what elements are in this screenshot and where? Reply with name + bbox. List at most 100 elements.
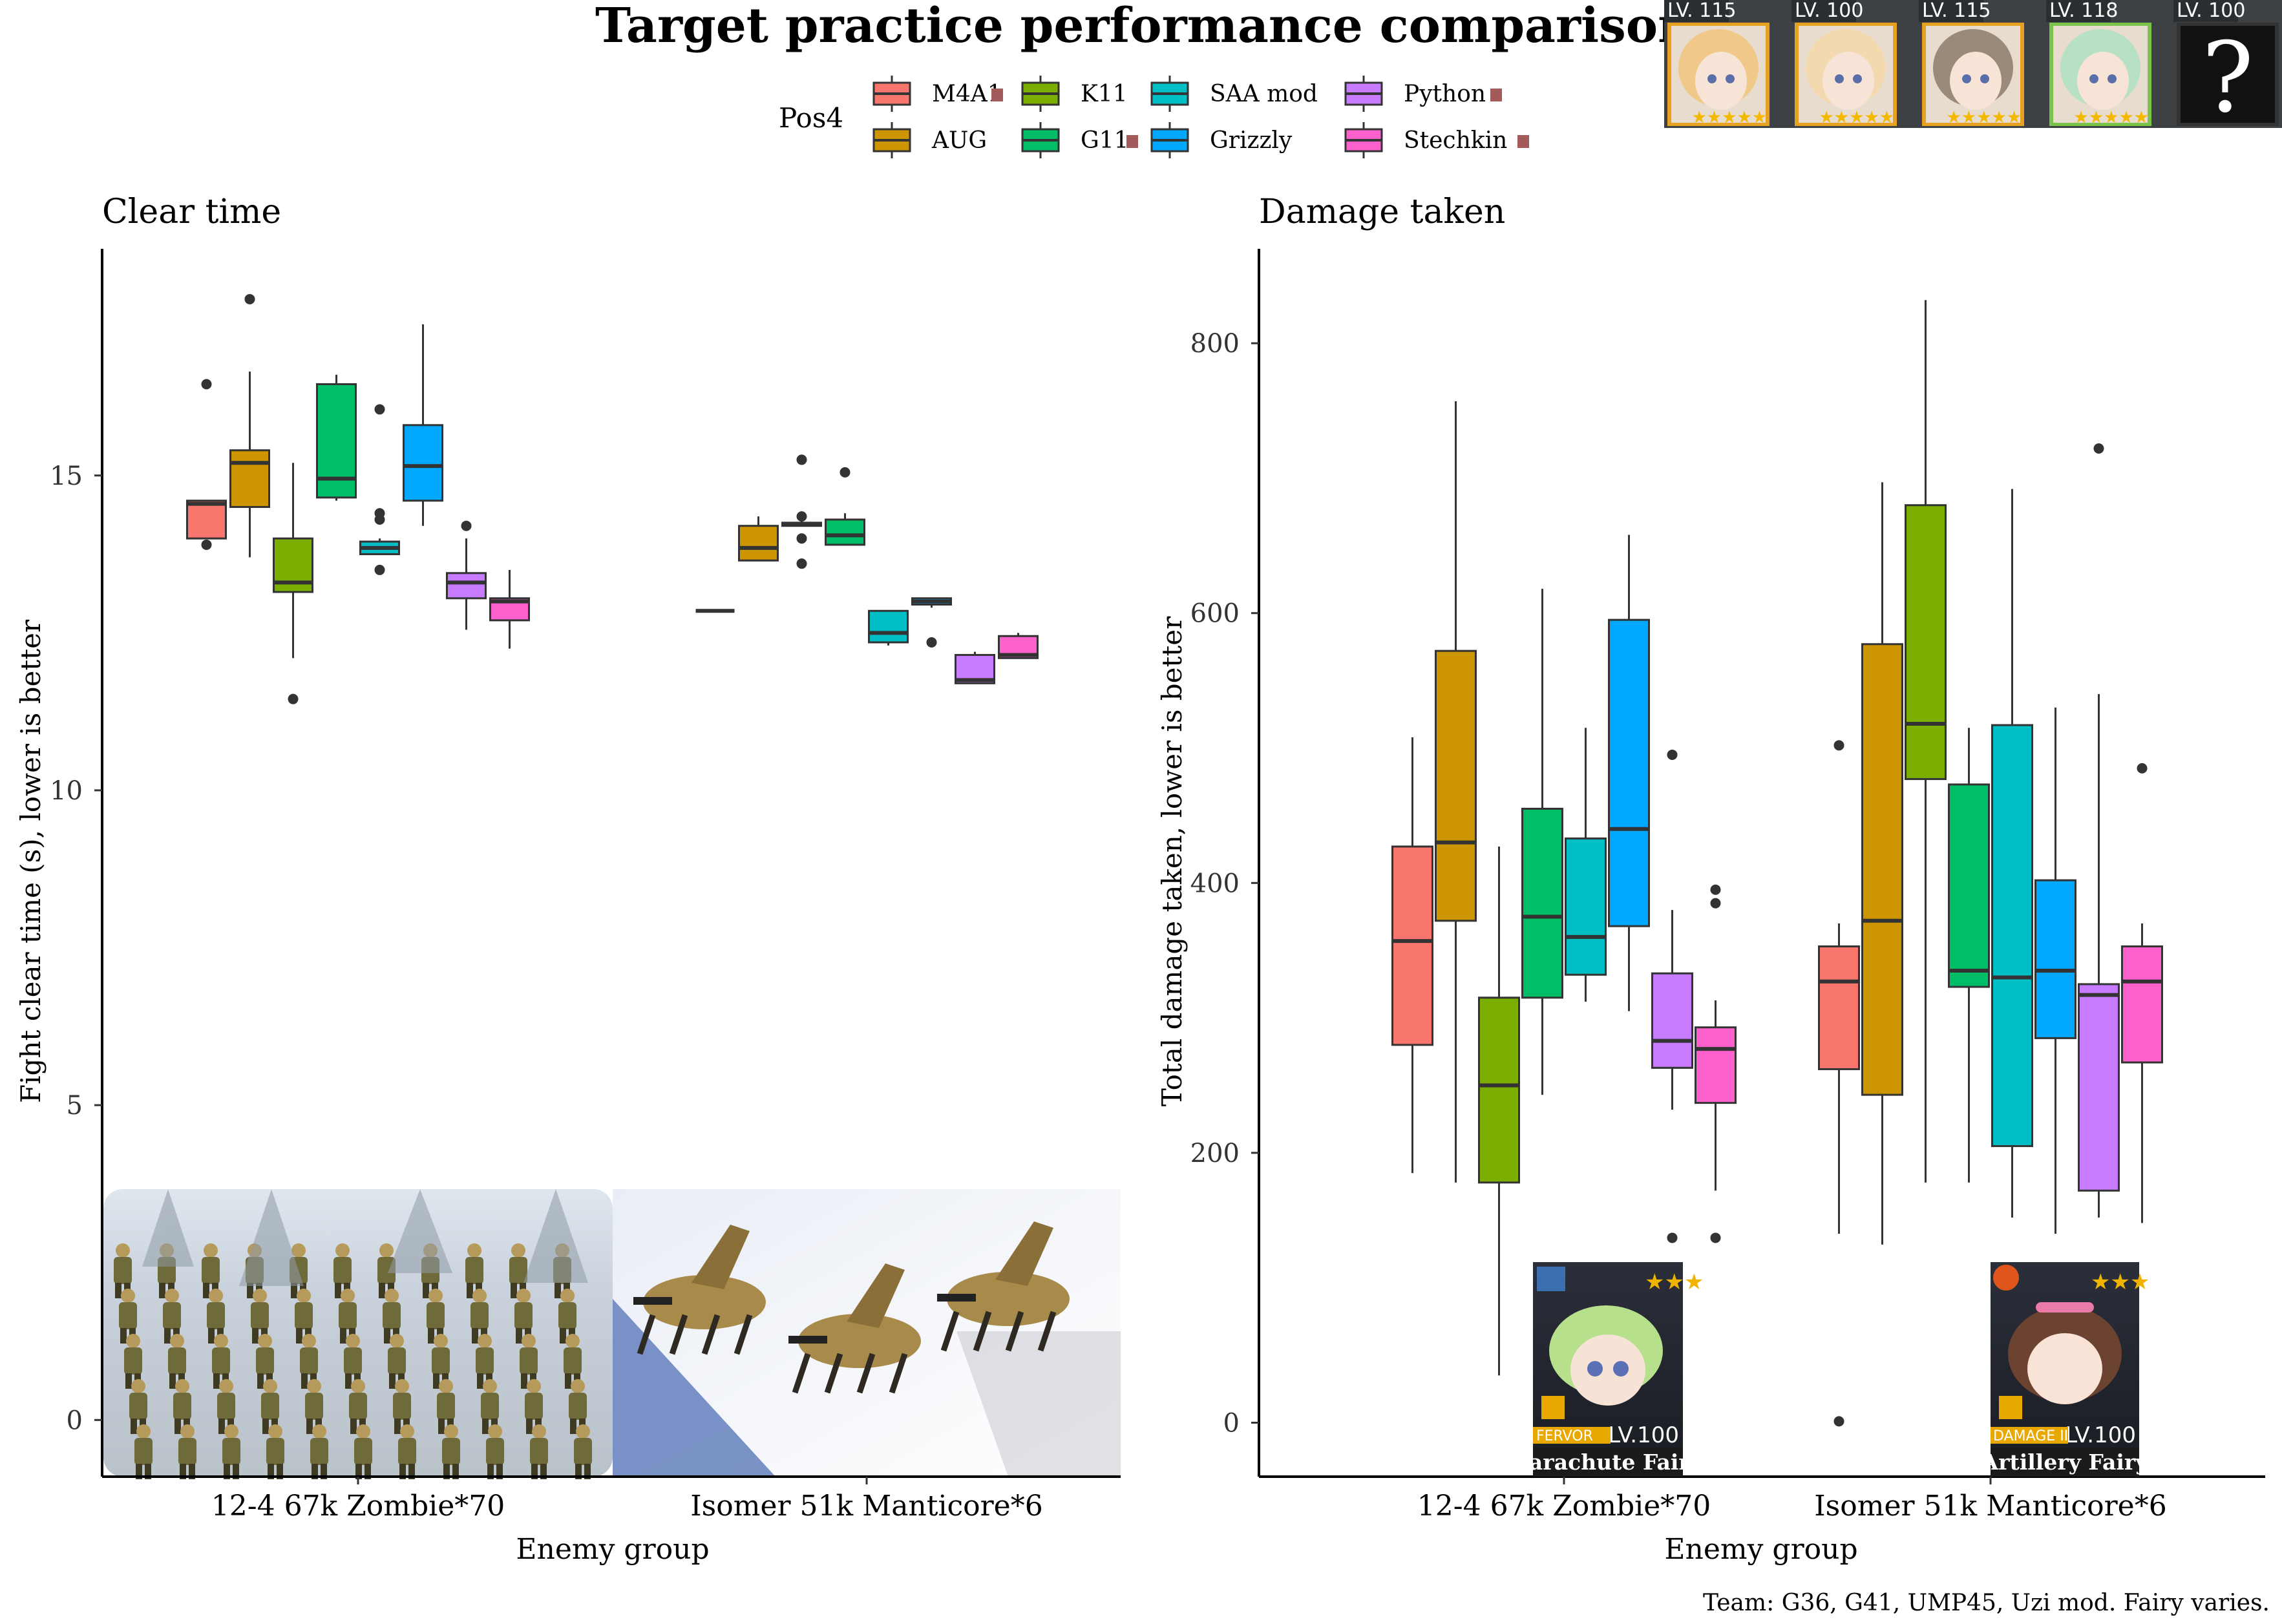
box-aug [1435,401,1477,1183]
box-body [2078,983,2120,1192]
box-python [1651,749,1693,1243]
zombie-soldier [511,1243,525,1258]
portrait-stars: ★★★★★ [1819,108,1894,127]
zombie-soldier [131,1379,145,1393]
fairy-skill-parachute: FERVOR [1536,1428,1593,1444]
portrait-level: LV. 100 [1795,0,1863,22]
fairy-stars-2: ★★★ [2091,1269,2150,1295]
legend-label: SAA mod [1210,81,1318,107]
outlier-point [1710,884,1721,895]
snow-trees [142,1189,588,1286]
legend-label: G11 [1081,127,1129,154]
y-tick-label: 600 [1190,599,1240,629]
damage-taken-boxes [1391,300,2163,1427]
box-g11 [1521,589,1563,1095]
zombie-soldier [180,1424,195,1439]
legend-label: AUG [931,127,987,154]
box-k11 [1478,846,1520,1376]
fairy-skill-artillery: DAMAGE II [1993,1428,2068,1444]
box-body [1608,618,1650,927]
portrait-stars: ★★★★★ [1691,108,1767,127]
zombie-soldier [224,1424,238,1439]
x-tick-label: 12-4 67k Zombie*70 [211,1490,505,1523]
box-m4a1 [186,379,227,550]
outlier-point [374,404,385,415]
box-grizzly [911,597,952,648]
fairy-level-parachute: LV.100 [1608,1422,1679,1448]
damage-taken-y-label: Total damage taken, lower is better [1156,616,1188,1106]
panel-title-damage-taken: Damage taken [1259,193,1505,231]
outlier-point [2137,763,2148,774]
y-tick-label: 15 [50,461,83,491]
y-tick-label: 800 [1190,329,1240,359]
badge-icon [1126,135,1138,148]
legend-item: Stechkin [1344,122,1529,158]
portrait-card: ★★★★★ LV. 118 [2046,0,2151,127]
manticore-mech [788,1263,921,1394]
clear-time-x-label: Enemy group [516,1533,709,1566]
y-tick-label: 0 [1223,1408,1240,1438]
fairy-stars-1: ★★★ [1645,1269,1704,1295]
zombie-soldier [297,1289,311,1303]
fairy-card-parachute: ★★★ LV.100 FERVOR Parachute Fairy [1514,1262,1704,1477]
box-k11 [781,454,822,569]
box-m4a1 [1818,740,1860,1234]
box-grizzly [1608,534,1650,1011]
box-body [1565,837,1607,976]
zombie-soldier [165,1289,179,1303]
zombie-soldier [560,1289,575,1303]
box-body [1478,997,1520,1184]
zombie-soldier [400,1424,414,1439]
box-python [2078,443,2120,1218]
legend-label: Python [1404,81,1486,107]
zombie-image [103,1189,613,1479]
box-body [1861,643,1903,1096]
zombie-soldier [379,1243,394,1258]
legend-label: Stechkin [1404,127,1507,154]
zombie-soldier [335,1243,350,1258]
box-k11 [273,463,313,704]
zombie-soldier [268,1424,282,1439]
fairy-name-artillery: Artillery Fairy [1981,1450,2149,1475]
box-python [446,520,487,630]
legend: Pos4 M4A1 AUG K11 G11 SAA mod Grizzly Python St… [779,76,1529,158]
box-stechkin [1695,884,1737,1243]
outlier-point [1833,1416,1844,1427]
portrait-card: ?LV. 100 [2173,0,2279,134]
box-saa-mod [359,404,400,575]
portrait-level: LV. 100 [2177,0,2245,22]
box-body [2034,879,2076,1039]
fairy-level-artillery: LV.100 [2065,1422,2136,1448]
box-saa-mod [1565,728,1607,1002]
manticore-image [613,1189,1121,1477]
zombie-soldier [444,1424,458,1439]
damage-taken-x-label: Enemy group [1664,1533,1857,1566]
outlier-point [1833,740,1844,751]
zombie-soldier [302,1334,316,1348]
zombie-soldier [258,1334,272,1348]
outlier-point [374,514,385,525]
outlier-point [1710,1232,1721,1243]
clear-time-y-label: Fight clear time (s), lower is better [15,619,47,1103]
zombie-soldier [395,1379,409,1393]
zombie-soldier [341,1289,355,1303]
zombie-soldier [483,1379,497,1393]
zombie-soldier [439,1379,453,1393]
zombie-soldier [565,1334,580,1348]
legend-title: Pos4 [779,102,843,134]
portrait-card: ★★★★★ LV. 115 [1664,0,1770,127]
zombie-soldier [478,1334,492,1348]
legend-item: Python [1344,76,1502,112]
box-body [2121,945,2163,1064]
portrait-stars: ★★★★★ [2073,108,2149,127]
zombie-soldier [219,1379,233,1393]
x-tick-label: Isomer 51k Manticore*6 [690,1490,1042,1523]
box-body [1521,807,1563,999]
zombie-soldier [209,1289,223,1303]
clear-time-boxes [186,293,1039,704]
page-title: Target practice performance comparison [595,0,1693,54]
zombie-soldier [351,1379,365,1393]
box-m4a1 [1391,737,1433,1174]
zombie-soldier [214,1334,228,1348]
